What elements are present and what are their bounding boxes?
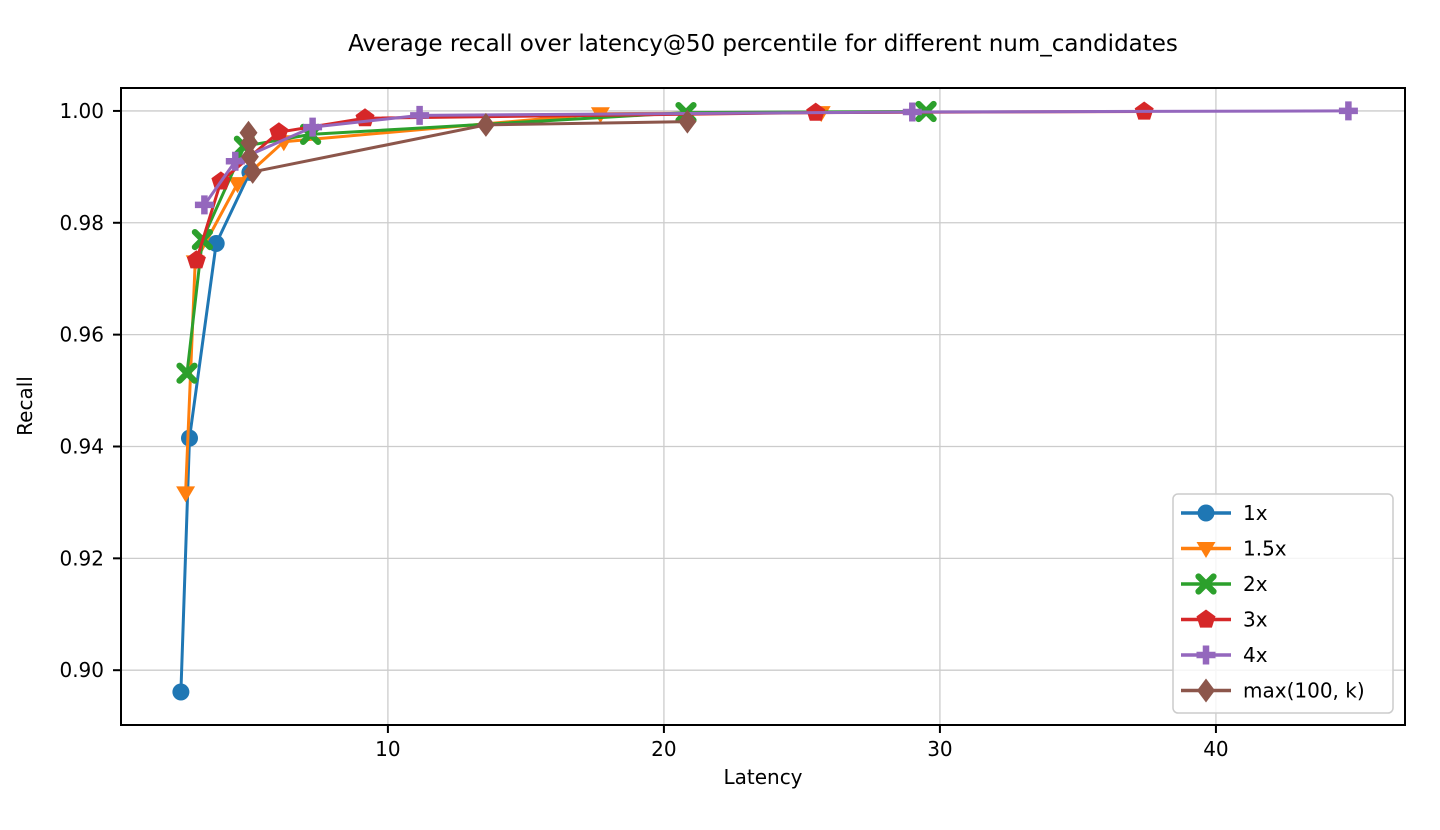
x-axis-label: Latency: [723, 765, 803, 789]
series-2x: [176, 100, 937, 384]
y-axis-label: Recall: [13, 376, 37, 436]
legend-item-4x: 4x: [1181, 643, 1268, 667]
x-tick-label-30: 30: [927, 737, 952, 761]
series-3x: [186, 101, 1154, 269]
chart-title: Average recall over latency@50 percentil…: [348, 31, 1178, 57]
legend-item-max-100-k: max(100, k): [1181, 678, 1365, 703]
legend-item-3x: 3x: [1181, 608, 1268, 632]
series-4x: [194, 101, 1358, 215]
series-1x: [172, 163, 259, 701]
legend: 1x 1.5x 2x 3x 4x max(100, k): [1172, 493, 1394, 714]
series-line-2x: [185, 110, 928, 375]
legend-label-1.5x: 1.5x: [1243, 537, 1287, 561]
marker-plus: [1338, 101, 1358, 121]
marker-diamond: [243, 159, 262, 184]
legend-item-2x: 2x: [1181, 572, 1268, 596]
y-tick-label-0.90: 0.90: [59, 658, 104, 682]
marker-pentagon: [269, 122, 289, 141]
x-tick-label-10: 10: [375, 737, 400, 761]
marker-pentagon: [1196, 609, 1216, 628]
marker-triangle-down: [176, 486, 196, 503]
marker-x: [1195, 573, 1217, 595]
marker-diamond: [476, 112, 495, 137]
marker-triangle-down: [228, 177, 247, 194]
y-tick-label-1.00: 1.00: [59, 99, 104, 123]
marker-plus: [902, 102, 922, 122]
marker-circle: [172, 683, 190, 701]
series-1.5x: [176, 106, 831, 503]
marker-plus: [225, 151, 245, 171]
y-tick-label-0.94: 0.94: [59, 434, 104, 458]
marker-diamond: [678, 109, 697, 134]
x-tick-label-40: 40: [1203, 737, 1228, 761]
series-line-4x: [202, 109, 1350, 207]
marker-plus: [303, 117, 323, 137]
legend-label-max-100-k: max(100, k): [1243, 679, 1365, 703]
series-line-1x: [179, 170, 252, 694]
series-line-1.5x: [184, 111, 823, 495]
marker-plus: [194, 195, 214, 215]
y-tick-label-0.96: 0.96: [59, 323, 104, 347]
marker-plus: [1196, 645, 1216, 665]
axes-frame: [120, 87, 1406, 726]
legend-label-3x: 3x: [1243, 608, 1268, 632]
marker-diamond: [1197, 678, 1215, 703]
legend-label-1x: 1x: [1243, 501, 1268, 525]
marker-x: [176, 362, 198, 384]
legend-label-4x: 4x: [1243, 643, 1268, 667]
marker-plus: [410, 105, 430, 125]
marker-pentagon: [186, 250, 206, 269]
legend-label-2x: 2x: [1243, 572, 1268, 596]
marker-diamond: [240, 130, 259, 155]
marker-circle: [181, 429, 198, 447]
x-tick-label-20: 20: [651, 737, 676, 761]
legend-item-1x: 1x: [1181, 501, 1268, 525]
series-max-100-k: [239, 109, 697, 184]
marker-triangle-down: [1196, 542, 1216, 558]
marker-circle: [1197, 504, 1215, 522]
legend-item-1.5x: 1.5x: [1181, 537, 1287, 561]
y-tick-label-0.98: 0.98: [59, 211, 104, 235]
y-tick-label-0.92: 0.92: [59, 546, 104, 570]
